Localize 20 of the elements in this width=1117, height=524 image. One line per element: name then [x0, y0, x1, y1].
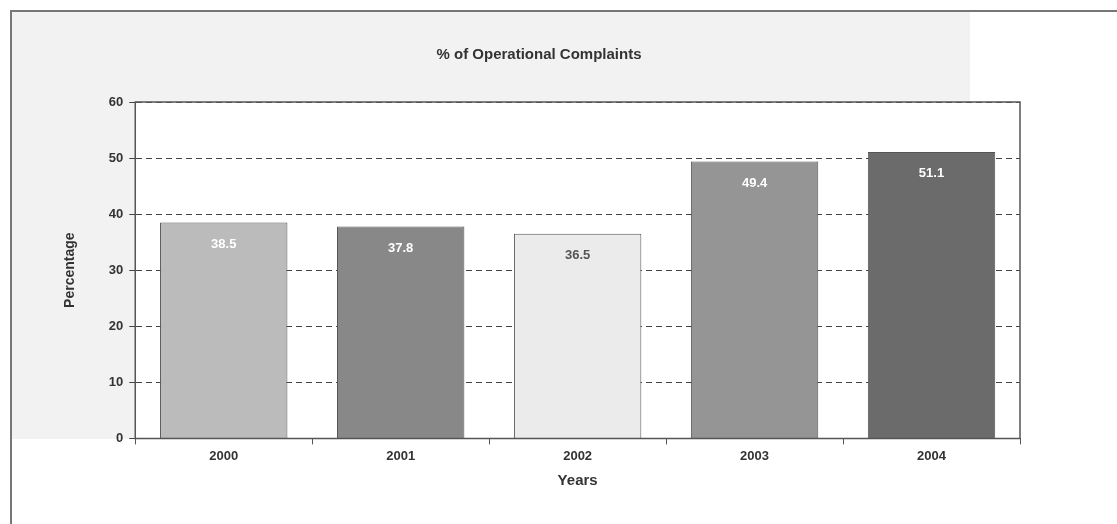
y-tick-label: 60 [108, 93, 124, 109]
x-tick-label: 2001 [386, 447, 416, 463]
y-axis-title: Percentage [61, 232, 78, 308]
y-tick-label: 40 [108, 205, 124, 221]
y-tick-label: 10 [108, 373, 124, 389]
data-label: 51.1 [918, 165, 945, 181]
data-label: 37.8 [388, 240, 414, 256]
data-label: 49.4 [741, 175, 768, 191]
chart-title: % of Operational Complaints [436, 45, 642, 63]
y-tick-label: 30 [108, 261, 124, 277]
data-label: 38.5 [211, 236, 237, 252]
x-tick-label: 2004 [917, 447, 947, 463]
data-label: 36.5 [564, 247, 591, 263]
y-tick-label: 0 [116, 429, 124, 445]
x-tick-label: 2002 [563, 447, 593, 463]
x-axis-title: Years [557, 471, 598, 489]
x-tick-label: 2003 [740, 447, 770, 463]
y-tick-label: 20 [108, 317, 124, 333]
y-tick-label: 50 [108, 149, 124, 165]
x-tick-label: 2000 [209, 447, 239, 463]
